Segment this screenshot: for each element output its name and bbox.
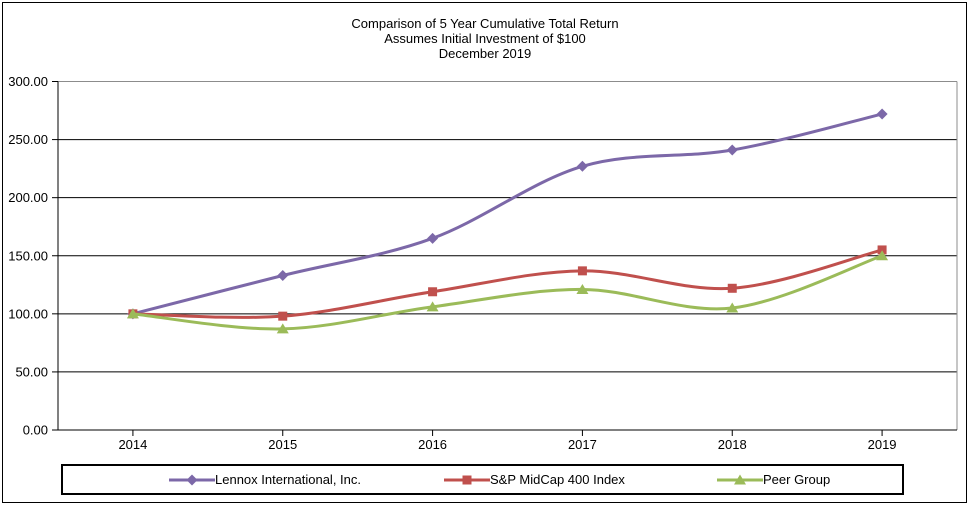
series-marker-1 bbox=[277, 269, 289, 281]
series-marker-3 bbox=[126, 308, 139, 319]
legend-label-2: S&P MidCap 400 Index bbox=[490, 472, 625, 487]
x-axis-label: 2015 bbox=[268, 437, 297, 452]
chart-title-line-3: December 2019 bbox=[438, 46, 532, 61]
square-legend-icon bbox=[444, 475, 490, 484]
series-line-3 bbox=[132, 254, 883, 331]
legend-marker bbox=[734, 474, 746, 484]
legend-item-2: S&P MidCap 400 Index bbox=[444, 466, 625, 493]
y-axis-label: 50.00 bbox=[15, 364, 48, 379]
legend-item-3: Peer Group bbox=[717, 466, 830, 493]
chart-legend: Lennox International, Inc. S&P MidCap 400… bbox=[61, 464, 904, 495]
series-marker-2 bbox=[428, 287, 438, 297]
series-marker-3 bbox=[276, 323, 289, 334]
diamond-legend-icon bbox=[169, 474, 215, 485]
series-marker-3 bbox=[876, 250, 889, 261]
chart-outer-border bbox=[2, 2, 967, 503]
x-axis-label: 2016 bbox=[418, 437, 447, 452]
y-axis-label: 150.00 bbox=[8, 248, 48, 263]
series-marker-2 bbox=[877, 245, 887, 255]
y-axis-label: 0.00 bbox=[23, 423, 48, 438]
x-axis-label: 2019 bbox=[868, 437, 897, 452]
series-marker-2 bbox=[278, 311, 288, 321]
legend-label-1: Lennox International, Inc. bbox=[215, 472, 361, 487]
y-axis-label: 300.00 bbox=[8, 74, 48, 89]
series-line-1 bbox=[132, 112, 883, 316]
triangle-legend-icon bbox=[717, 474, 763, 484]
series-marker-1 bbox=[876, 108, 888, 120]
legend-item-1: Lennox International, Inc. bbox=[169, 466, 361, 493]
legend-marker bbox=[462, 475, 472, 484]
chart-title-line-1: Comparison of 5 Year Cumulative Total Re… bbox=[351, 16, 619, 31]
series-marker-3 bbox=[576, 283, 589, 294]
legend-marker bbox=[186, 474, 198, 485]
series-marker-1 bbox=[576, 160, 588, 172]
series-marker-2 bbox=[577, 266, 587, 276]
y-axis-label: 200.00 bbox=[8, 190, 48, 205]
series-marker-2 bbox=[727, 283, 737, 293]
legend-label-3: Peer Group bbox=[763, 472, 831, 487]
chart-title-line-2: Assumes Initial Investment of $100 bbox=[384, 31, 586, 46]
x-axis-label: 2018 bbox=[718, 437, 747, 452]
series-marker-1 bbox=[726, 144, 738, 156]
series-line-2 bbox=[132, 248, 883, 319]
series-marker-3 bbox=[426, 301, 439, 312]
x-axis-label: 2017 bbox=[568, 437, 597, 452]
y-axis-label: 250.00 bbox=[8, 132, 48, 147]
chart-title: Comparison of 5 Year Cumulative Total Re… bbox=[0, 16, 970, 61]
series-marker-3 bbox=[726, 302, 739, 313]
x-axis-label: 2014 bbox=[118, 437, 147, 452]
series-marker-1 bbox=[427, 232, 439, 244]
y-axis-label: 100.00 bbox=[8, 306, 48, 321]
